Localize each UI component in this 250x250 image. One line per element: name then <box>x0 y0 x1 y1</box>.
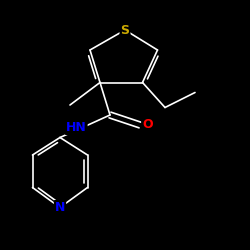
Text: N: N <box>55 201 65 214</box>
Text: O: O <box>142 118 153 132</box>
Text: HN: HN <box>66 121 87 134</box>
Text: S: S <box>120 24 130 36</box>
